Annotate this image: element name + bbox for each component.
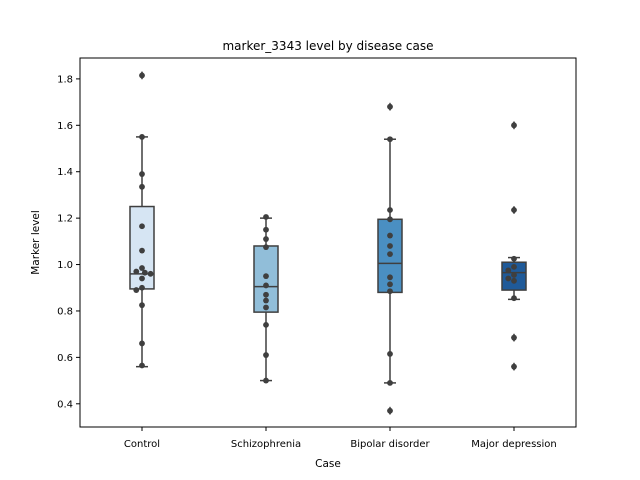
data-point	[387, 274, 393, 281]
y-tick-label: 0.6	[57, 353, 73, 364]
plot-marks	[129, 70, 527, 416]
box-group	[501, 120, 527, 372]
y-tick-label: 1.8	[57, 74, 73, 85]
data-point	[387, 251, 393, 258]
data-point	[263, 244, 269, 251]
data-point	[387, 281, 393, 288]
data-point	[511, 207, 517, 213]
data-point	[387, 232, 393, 239]
data-point	[387, 207, 393, 213]
data-point	[133, 287, 140, 293]
data-point	[139, 183, 145, 190]
data-point	[263, 297, 269, 304]
y-tick-label: 1.6	[57, 121, 73, 132]
data-point	[511, 255, 517, 262]
swarm-group	[133, 72, 154, 369]
x-tick-label: Major depression	[471, 439, 557, 450]
data-point	[511, 122, 517, 129]
data-point	[511, 277, 517, 284]
data-point	[139, 275, 145, 282]
y-tick-label: 0.4	[57, 399, 73, 410]
data-point	[139, 134, 145, 140]
data-point	[263, 304, 269, 311]
data-point	[263, 236, 269, 242]
data-point	[387, 407, 393, 414]
data-point	[263, 273, 269, 280]
data-point	[387, 216, 393, 223]
x-tick-label: Control	[124, 439, 160, 450]
data-point	[511, 263, 517, 270]
swarm-group	[387, 103, 393, 414]
y-tick-label: 0.8	[57, 306, 73, 317]
plot-frame	[79, 57, 577, 428]
data-point	[147, 270, 154, 277]
swarm-group	[263, 214, 269, 384]
data-point	[505, 275, 512, 282]
data-point	[139, 302, 145, 309]
data-point	[387, 350, 393, 357]
box-group	[129, 70, 155, 368]
data-point	[387, 288, 393, 295]
data-point	[511, 272, 517, 278]
data-point	[263, 321, 269, 328]
data-point	[263, 377, 269, 384]
axes: 0.4 0.6 0.8 1.0 1.2 1.4 1.6 1.8 Control Schizophr…	[57, 74, 557, 450]
data-point	[263, 226, 269, 233]
y-tick-label: 1.4	[57, 167, 73, 178]
x-tick-label: Schizophrenia	[231, 439, 301, 450]
data-point	[139, 340, 145, 347]
swarm-group	[505, 122, 517, 370]
data-point	[139, 284, 145, 291]
data-point	[139, 171, 145, 177]
y-axis-label: Marker level	[30, 210, 42, 275]
y-tick-label: 1.2	[57, 214, 73, 225]
y-tick-label: 1.0	[57, 260, 73, 271]
data-point	[139, 265, 145, 271]
data-point	[133, 268, 140, 275]
data-point	[263, 352, 269, 358]
data-point	[511, 295, 517, 302]
data-point	[505, 267, 512, 274]
data-point	[139, 72, 145, 79]
box-group	[377, 102, 403, 416]
data-point	[387, 136, 393, 143]
data-point	[387, 243, 393, 249]
data-point	[511, 363, 517, 370]
data-point	[263, 214, 269, 220]
data-point	[511, 334, 517, 341]
x-tick-label: Bipolar disorder	[350, 439, 430, 450]
data-point	[139, 223, 145, 230]
x-axis-label: Case	[315, 458, 341, 470]
data-point	[387, 380, 393, 386]
chart-title: marker_3343 level by disease case	[222, 39, 433, 53]
data-point	[139, 247, 145, 254]
data-point	[263, 282, 269, 289]
data-point	[139, 362, 145, 369]
data-point	[141, 269, 148, 276]
data-point	[387, 103, 393, 110]
data-point	[263, 291, 269, 298]
